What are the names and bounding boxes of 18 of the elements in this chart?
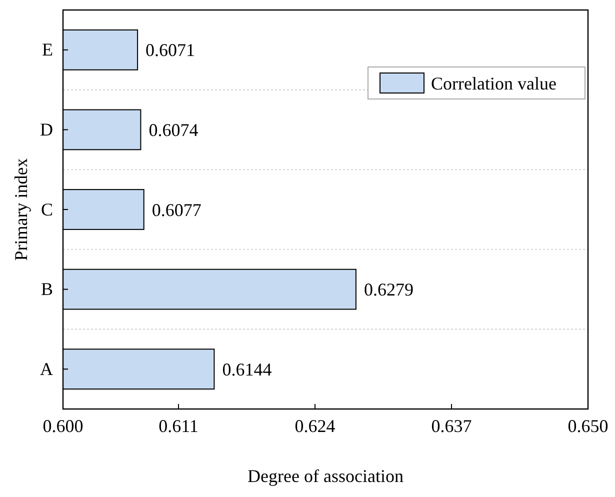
x-tick-label: 0.650 <box>568 416 608 436</box>
data-label: 0.6279 <box>364 280 414 300</box>
data-label: 0.6077 <box>152 200 202 220</box>
data-label: 0.6074 <box>148 120 198 140</box>
y-tick-label: E <box>42 40 53 60</box>
data-label: 0.6144 <box>222 359 272 380</box>
legend-label: Correlation value <box>431 73 556 94</box>
y-tick-label: B <box>40 279 53 300</box>
y-tick-label: D <box>40 119 53 140</box>
data-label: 0.6071 <box>146 40 196 60</box>
x-tick-label: 0.637 <box>431 416 472 436</box>
x-axis-title: Degree of association <box>248 466 404 486</box>
x-tick-label: 0.624 <box>294 416 336 436</box>
x-tick-label: 0.600 <box>42 416 84 436</box>
y-tick-label: A <box>40 358 53 379</box>
y-tick-label: C <box>40 199 53 220</box>
y-axis-title: Primary index <box>11 158 31 261</box>
x-tick-label: 0.611 <box>158 416 198 436</box>
